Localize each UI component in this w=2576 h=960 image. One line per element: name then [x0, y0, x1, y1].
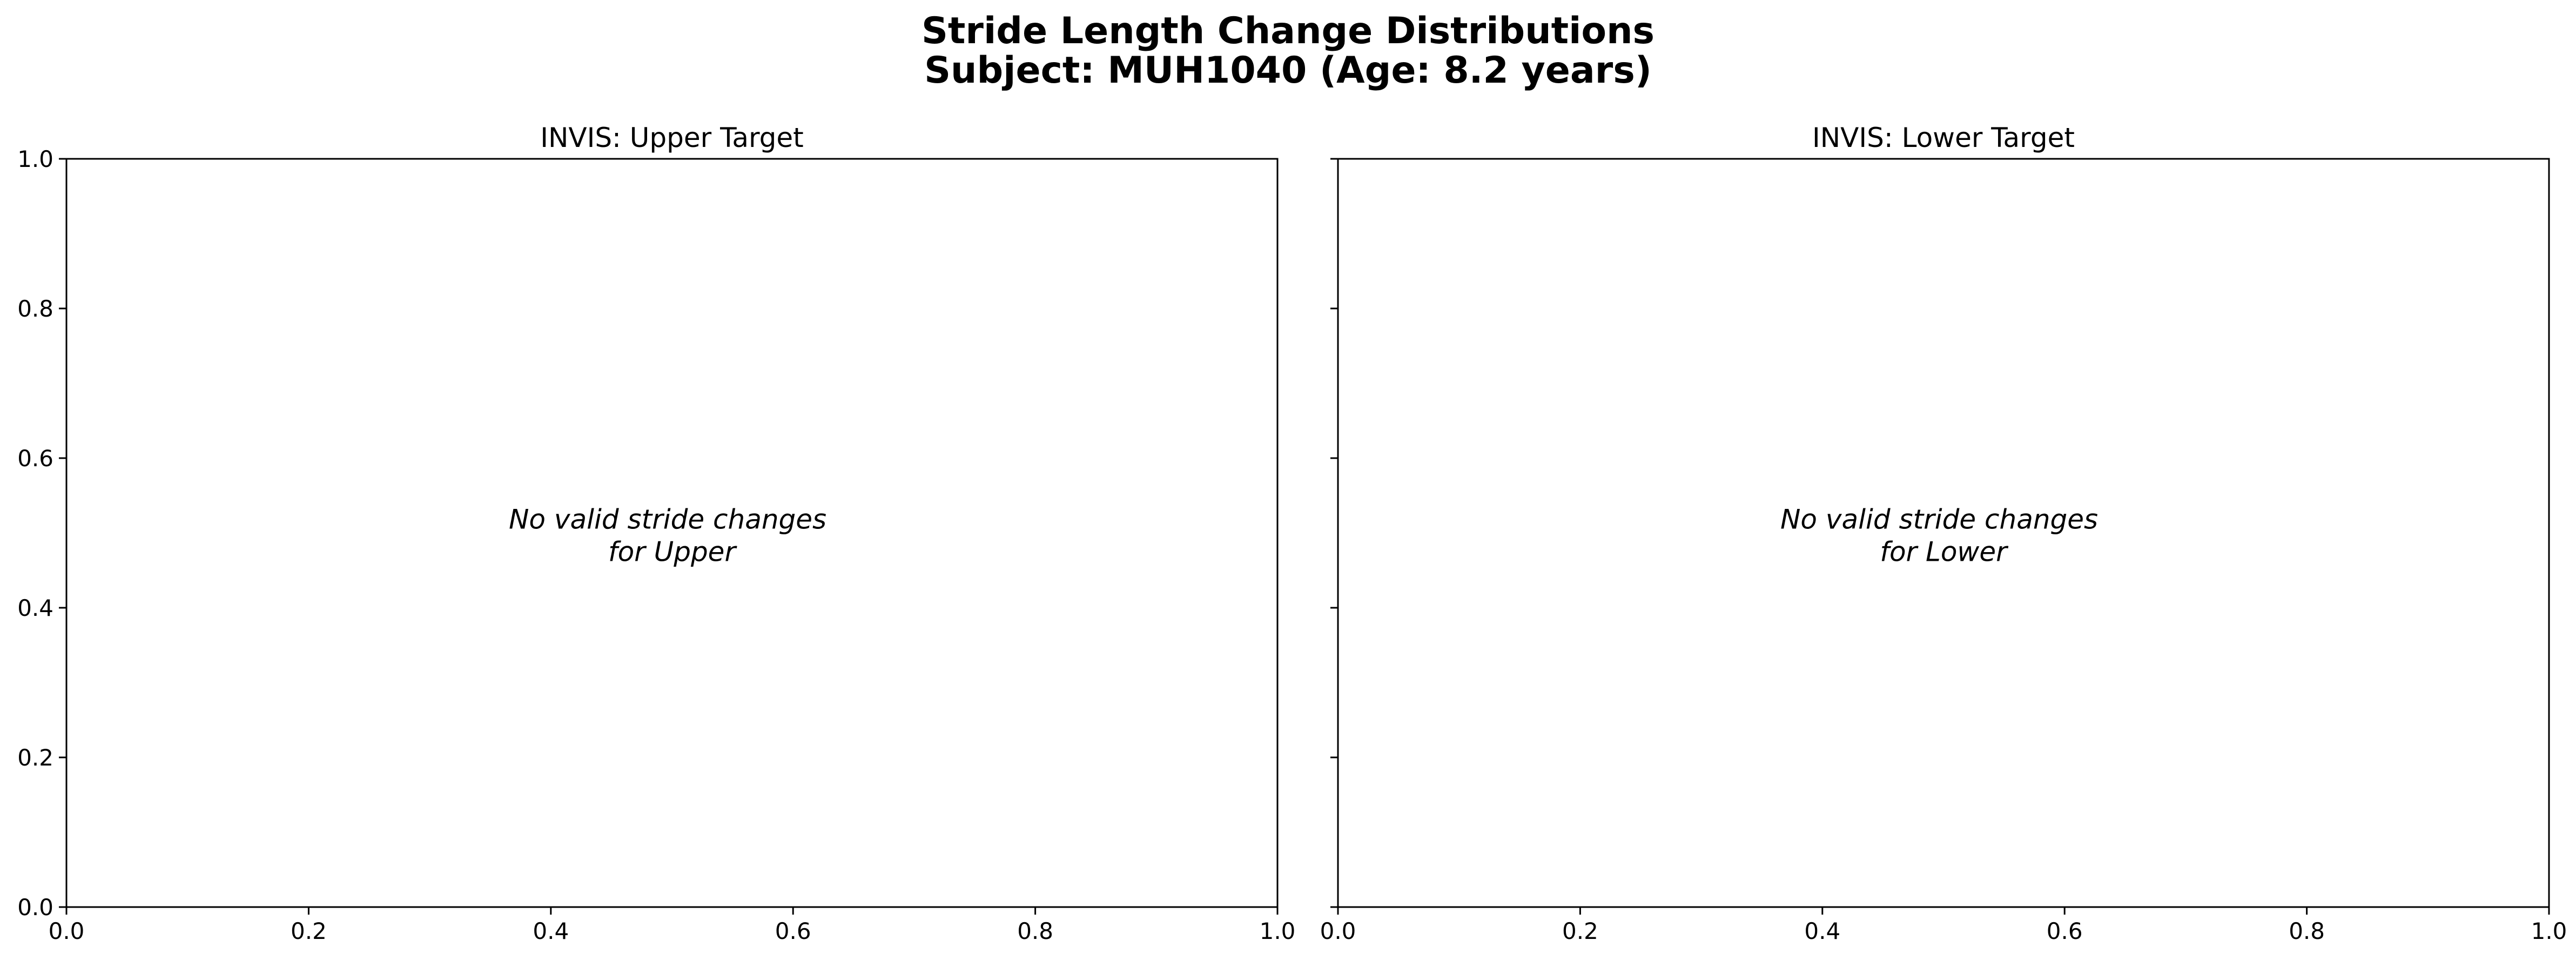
x-tick-label: 0.8 [2289, 918, 2325, 944]
y-axis-ticks [1330, 158, 1338, 908]
subplot-title: INVIS: Lower Target [1812, 122, 2075, 153]
x-tick-label: 0.8 [1017, 918, 1053, 944]
x-tick-label: 0.6 [2047, 918, 2083, 944]
figure-title-line-2: Subject: MUH1040 (Age: 8.2 years) [924, 49, 1652, 92]
x-tick-label: 0.2 [1562, 918, 1598, 944]
plot-area-frame [1337, 158, 2550, 908]
no-data-message: No valid stride changes for Upper [509, 504, 835, 568]
x-tick-label: 0.0 [1320, 918, 1356, 944]
x-tick-label: 1.0 [1260, 918, 1296, 944]
y-tick-label: 0.6 [17, 445, 53, 472]
x-tick-label: 0.4 [1804, 918, 1840, 944]
subplot-lower-target: INVIS: Lower Target 0.0 0.2 0.4 0.6 0.8 1.0 N… [1320, 122, 2567, 944]
subplot-upper-target: INVIS: Upper Target 0.0 0.2 0.4 0.6 0.8 1.0 0… [17, 122, 1295, 944]
no-data-message-line-1: No valid stride changes [509, 504, 826, 535]
no-data-message: No valid stride changes for Lower [1780, 504, 2107, 568]
y-tick-label: 0.0 [17, 894, 53, 921]
x-tick-label: 1.0 [2531, 918, 2567, 944]
y-tick-label: 1.0 [17, 146, 53, 172]
no-data-message-line-1: No valid stride changes [1780, 504, 2098, 535]
figure-title-line-1: Stride Length Change Distributions [921, 10, 1655, 52]
no-data-message-line-2: for Lower [1880, 536, 2009, 568]
y-tick-label: 0.8 [17, 296, 53, 322]
no-data-message-line-2: for Upper [608, 536, 737, 568]
x-tick-label: 0.0 [49, 918, 85, 944]
x-tick-label: 0.4 [533, 918, 569, 944]
x-axis-ticks: 0.0 0.2 0.4 0.6 0.8 1.0 [49, 907, 1296, 944]
subplot-title: INVIS: Upper Target [540, 122, 804, 153]
y-tick-label: 0.4 [17, 595, 53, 621]
x-tick-label: 0.6 [775, 918, 811, 944]
x-tick-label: 0.2 [291, 918, 327, 944]
plot-area-frame [65, 158, 1279, 908]
y-axis-ticks: 0.0 0.2 0.4 0.6 0.8 1.0 [17, 146, 66, 921]
x-axis-ticks: 0.0 0.2 0.4 0.6 0.8 1.0 [1320, 907, 2567, 944]
y-tick-label: 0.2 [17, 744, 53, 771]
